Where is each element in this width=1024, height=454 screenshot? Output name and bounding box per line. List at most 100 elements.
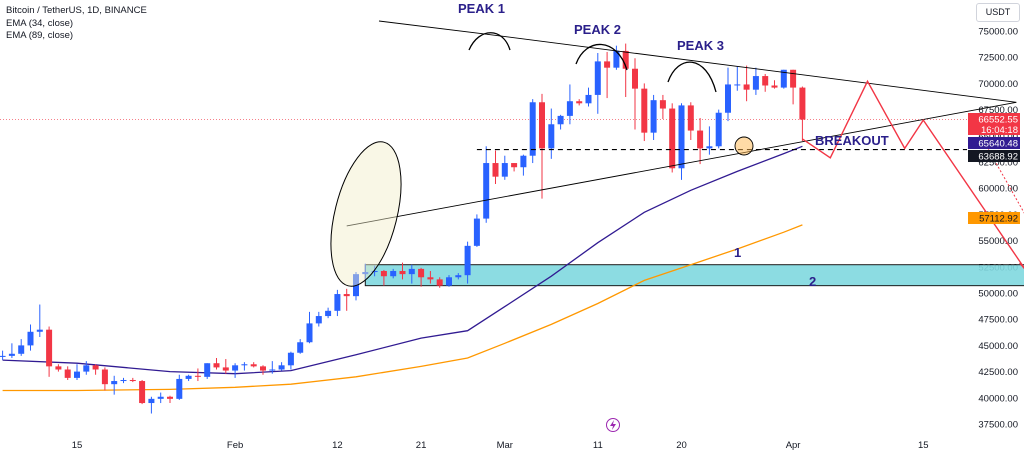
candle-body bbox=[752, 76, 759, 90]
candle-body bbox=[613, 50, 620, 68]
price-tick-label: 42500.00 bbox=[978, 367, 1018, 378]
price-axis[interactable]: 75000.00 72500.00 70000.00 67500.00 65000.00… bbox=[978, 27, 1018, 431]
price-tick-label: 72500.00 bbox=[978, 53, 1018, 64]
candle-body bbox=[706, 146, 713, 149]
candle bbox=[260, 365, 266, 375]
candle-body bbox=[604, 61, 611, 68]
candle bbox=[325, 307, 332, 319]
candle-body bbox=[473, 218, 480, 246]
candle-body bbox=[185, 375, 192, 379]
candle bbox=[585, 87, 592, 107]
price-tick-label: 65000.00 bbox=[978, 131, 1018, 142]
candle bbox=[390, 268, 397, 279]
price-tag-label: 57112.92 bbox=[979, 214, 1018, 225]
candle bbox=[641, 83, 648, 142]
peak-2-arc bbox=[575, 43, 628, 71]
price-tick-label: 45000.00 bbox=[978, 341, 1018, 352]
candle bbox=[297, 339, 304, 354]
candle-body bbox=[539, 102, 545, 149]
candle-body bbox=[241, 364, 248, 366]
candle-body bbox=[455, 275, 462, 278]
candle bbox=[492, 150, 499, 185]
candle bbox=[659, 94, 666, 120]
price-tick-label: 40000.00 bbox=[978, 393, 1018, 404]
candle bbox=[790, 69, 797, 105]
candle bbox=[362, 263, 369, 280]
candle bbox=[194, 368, 201, 382]
symbol-title[interactable]: Bitcoin / TetherUS, 1D, BINANCE bbox=[6, 5, 147, 16]
candle-body bbox=[632, 68, 638, 89]
candle-body bbox=[8, 353, 15, 356]
candle-body bbox=[129, 379, 136, 382]
candle-body bbox=[743, 84, 750, 90]
candle bbox=[706, 126, 713, 155]
price-tick-label: 75000.00 bbox=[978, 27, 1018, 38]
candle-body bbox=[167, 396, 173, 399]
currency-badge[interactable]: USDT bbox=[976, 3, 1020, 22]
candle-body bbox=[697, 130, 704, 149]
candle-body bbox=[446, 277, 452, 286]
candle bbox=[697, 117, 704, 165]
candle-body bbox=[92, 365, 99, 370]
candle-body bbox=[566, 101, 573, 116]
candle bbox=[529, 99, 536, 164]
candle-body bbox=[250, 364, 257, 367]
candle-body bbox=[659, 100, 666, 109]
candle-body bbox=[380, 270, 387, 277]
price-tick-label: 67500.00 bbox=[978, 105, 1018, 116]
candle-body bbox=[678, 105, 685, 169]
candle-body bbox=[548, 124, 555, 149]
candle bbox=[455, 273, 462, 280]
drawings bbox=[346, 20, 1024, 270]
candle bbox=[83, 361, 90, 375]
candle bbox=[548, 108, 555, 159]
candle bbox=[92, 364, 99, 375]
candle bbox=[27, 324, 34, 351]
candle-body bbox=[669, 108, 676, 169]
candle-body bbox=[650, 100, 657, 133]
candle bbox=[334, 289, 341, 317]
candle-body bbox=[780, 69, 787, 88]
candle-body bbox=[232, 365, 239, 371]
candle-body bbox=[343, 294, 350, 297]
candle bbox=[427, 270, 434, 284]
candle bbox=[157, 392, 164, 404]
candle bbox=[799, 86, 806, 142]
candle-body bbox=[557, 115, 564, 125]
candle bbox=[371, 265, 378, 277]
price-tick-label: 55000.00 bbox=[978, 236, 1018, 247]
candle bbox=[483, 146, 490, 223]
candle bbox=[566, 84, 573, 125]
candle-body bbox=[83, 365, 90, 372]
ema-89-legend[interactable]: EMA (89, close) bbox=[6, 30, 74, 41]
breakout-label: BREAKOUT bbox=[815, 133, 889, 148]
candle bbox=[213, 357, 220, 370]
candle bbox=[0, 350, 6, 361]
candle bbox=[167, 395, 173, 404]
candle bbox=[269, 361, 276, 374]
projection-dotted-line bbox=[987, 149, 1024, 214]
price-tag bbox=[968, 113, 1020, 135]
candle-body bbox=[64, 369, 71, 378]
candle-body bbox=[111, 381, 118, 385]
candle-body bbox=[520, 155, 527, 168]
candle-body bbox=[594, 61, 601, 95]
candle bbox=[241, 362, 248, 371]
candle bbox=[74, 364, 80, 380]
candle bbox=[669, 103, 676, 173]
candle bbox=[120, 377, 127, 384]
candle-body bbox=[74, 371, 80, 378]
time-axis[interactable]: 15Feb1221Mar1120Apr15May1322 bbox=[72, 440, 1024, 451]
price-tag-label: 65640.48 bbox=[978, 139, 1018, 150]
ema-34-line bbox=[2, 145, 803, 375]
peak-3-label: PEAK 3 bbox=[677, 38, 724, 53]
candle bbox=[762, 73, 769, 92]
ema-34-legend[interactable]: EMA (34, close) bbox=[6, 17, 74, 29]
candle-body bbox=[194, 375, 201, 377]
candle-body bbox=[427, 277, 434, 280]
candle-body bbox=[27, 331, 34, 346]
lower-support-trendline bbox=[346, 101, 1017, 227]
candle-body bbox=[46, 329, 53, 367]
